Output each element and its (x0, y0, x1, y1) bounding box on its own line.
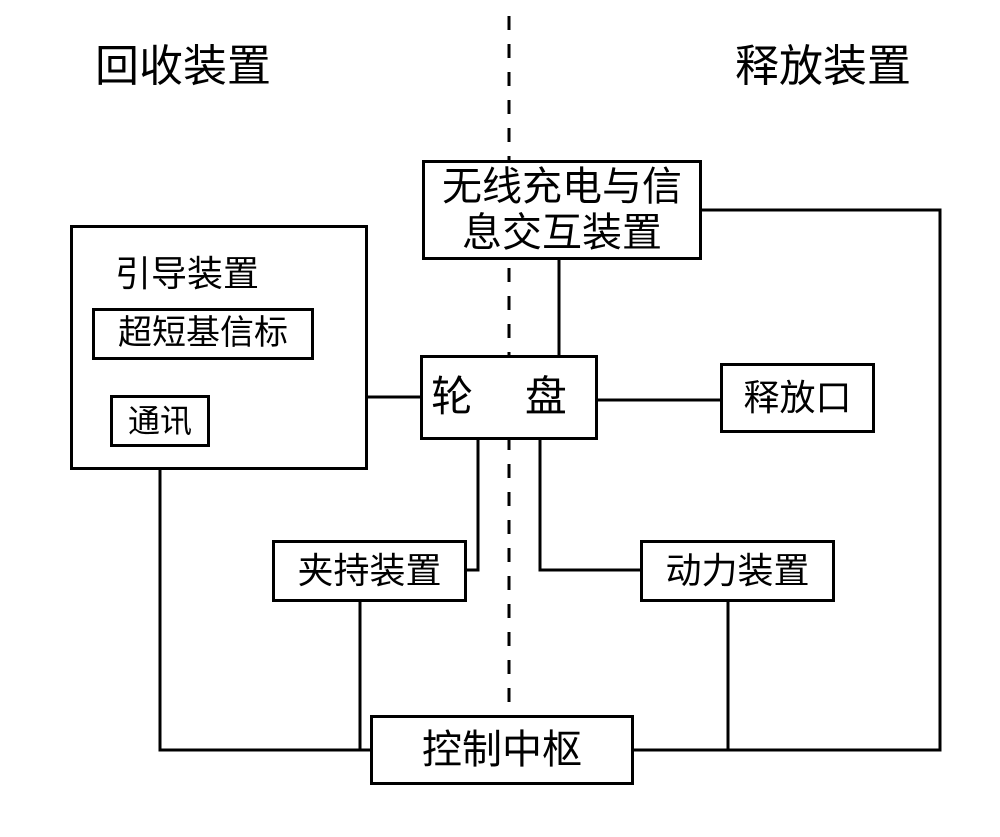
node-wheel-label: 轮 盘 (431, 373, 587, 421)
header-right: 释放装置 (735, 30, 911, 94)
node-power-device: 动力装置 (640, 540, 835, 602)
node-beacon-label: 超短基信标 (118, 314, 288, 353)
header-left: 回收装置 (95, 30, 271, 94)
node-wheel: 轮 盘 (420, 355, 598, 440)
node-wireless-charging: 无线充电与信 息交互装置 (422, 160, 702, 260)
node-beacon: 超短基信标 (92, 308, 314, 360)
node-power-label: 动力装置 (665, 550, 809, 591)
node-control-center: 控制中枢 (370, 715, 634, 785)
node-clamp-label: 夹持装置 (297, 550, 441, 591)
node-release-port: 释放口 (720, 363, 875, 433)
node-clamp-device: 夹持装置 (272, 540, 467, 602)
diagram-canvas: 回收装置 释放装置 无线充电与信 息交互装置 引导装置 超短基信标 通讯 轮 盘… (0, 0, 1000, 837)
node-wireless-label: 无线充电与信 息交互装置 (442, 164, 682, 256)
node-guidance-title: 引导装置 (115, 245, 259, 297)
node-control-label: 控制中枢 (422, 727, 582, 773)
node-comm-label: 通讯 (128, 403, 192, 440)
node-communication: 通讯 (110, 395, 210, 447)
node-release-label: 释放口 (743, 377, 851, 418)
